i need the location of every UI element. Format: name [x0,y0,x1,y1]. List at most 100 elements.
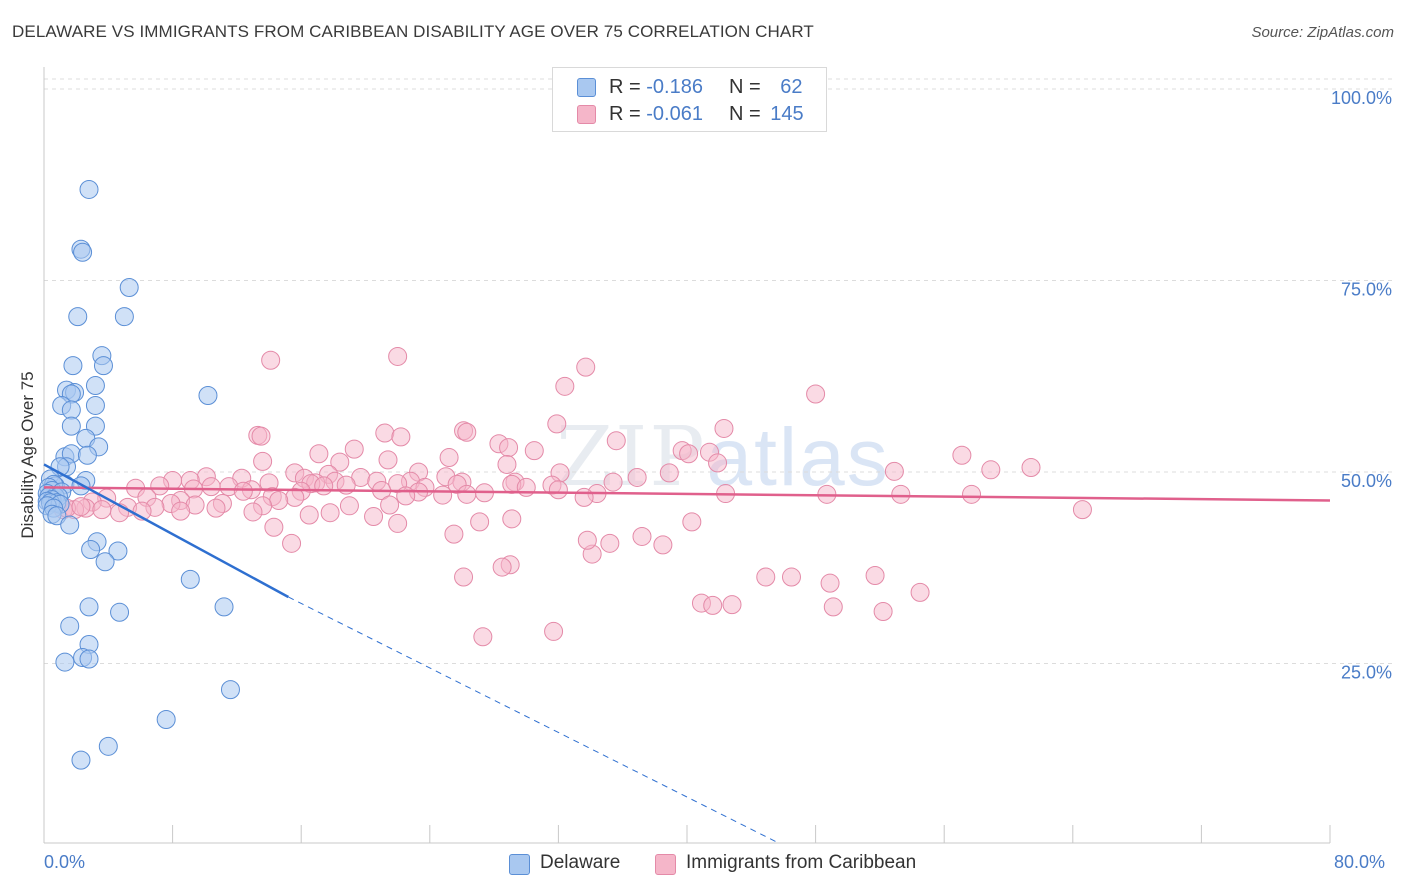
legend-n-value: 62 [780,76,803,98]
caribbean-point [261,350,281,370]
delaware-point [95,552,115,572]
caribbean-point [378,450,398,470]
caribbean-point [891,484,911,504]
delaware-point [68,307,88,327]
caribbean-point [820,573,840,593]
caribbean-point [380,495,400,515]
delaware-point [98,736,118,756]
caribbean-point [396,486,416,506]
delaware-trend-line [43,463,289,599]
chart-title: DELAWARE VS IMMIGRANTS FROM CARIBBEAN DI… [12,22,814,41]
legend-r-delaware: R = -0.186 [609,76,703,99]
x-tick-min: 0.0% [44,852,86,872]
caribbean-point [555,376,575,396]
caribbean-point [388,513,408,533]
caribbean-point [873,602,893,622]
delaware-point [156,710,176,730]
y-tick-label: 75.0% [1341,280,1392,300]
legend-r-caribbean: R = -0.061 [609,103,703,126]
y-tick-label: 50.0% [1341,471,1392,491]
legend-n-delaware: N = 62 [729,76,803,99]
caribbean-point [92,500,112,520]
caribbean-point [722,595,742,615]
delaware-point [220,680,240,700]
caribbean-point [457,422,477,442]
caribbean-point [299,505,319,525]
caribbean-point [339,496,359,516]
delaware-point [85,395,105,415]
caribbean-point [201,477,221,497]
caribbean-point [264,517,284,537]
caribbean-point [251,426,271,446]
caribbean-point [1072,500,1092,520]
caribbean-point [375,423,395,443]
tick-labels: 100.0% 75.0% 50.0% 25.0% [1331,88,1392,683]
delaware-point [85,376,105,396]
grid-layer [44,78,1392,664]
legend-r-value: -0.061 [646,103,703,125]
caribbean-point [233,481,253,501]
stats-legend: R = -0.186 N = 62 R = -0.061 N = 145 [552,67,827,132]
caribbean-point [962,484,982,504]
caribbean-point [682,512,702,532]
delaware-trend-extension [288,596,779,844]
caribbean-point [606,431,626,451]
caribbean-point [243,502,263,522]
caribbean-point [524,441,544,461]
caribbean-point [574,487,594,507]
caribbean-point [910,582,930,602]
bottom-legend-label-delaware: Delaware [540,852,621,873]
delaware-point [61,416,81,436]
y-tick-label: 25.0% [1341,663,1392,683]
legend-n-caribbean: N = 145 [729,103,804,126]
delaware-point [79,649,99,669]
caribbean-point [454,567,474,587]
caribbean-point [320,503,340,523]
source-label: Source: ZipAtlas.com [1251,24,1394,41]
caribbean-point [330,452,350,472]
caribbean-point [576,357,596,377]
caribbean-point [502,509,522,529]
watermark-atlas: atlas [706,412,890,503]
caribbean-point [547,414,567,434]
caribbean-point [314,476,334,496]
delaware-point [79,179,99,199]
caribbean-point [1021,458,1041,478]
delaware-point [180,569,200,589]
caribbean-point [444,524,464,544]
legend-swatch-caribbean [577,105,596,124]
caribbean-point [282,533,302,553]
delaware-point [81,539,101,559]
caribbean-point [548,480,568,500]
caribbean-point [653,535,673,555]
x-tick-max: 80.0% [1334,852,1386,872]
legend-n-label: N = [729,103,761,125]
caribbean-point [473,627,493,647]
caribbean-point [364,507,384,527]
y-tick-label: 100.0% [1331,88,1392,108]
delaware-point [77,445,97,465]
caribbean-point [309,444,329,464]
legend-n-label: N = [729,76,761,98]
delaware-point [93,356,113,376]
caribbean-trend-line [43,486,1331,502]
caribbean-point [269,490,289,510]
caribbean-point [806,384,826,404]
caribbean-point [781,567,801,587]
caribbean-point [391,427,411,447]
legend-r-label: R = [609,103,641,125]
bottom-legend-swatch-delaware [509,854,530,875]
caribbean-point [497,454,517,474]
caribbean-point [600,533,620,553]
caribbean-point [499,438,519,458]
caribbean-point [714,418,734,438]
legend-r-value: -0.186 [646,76,703,98]
y-axis-label: Disability Age Over 75 [18,371,37,539]
delaware-point [71,750,91,770]
delaware-point [60,515,80,535]
caribbean-point [603,472,623,492]
caribbean-point [627,467,647,487]
bottom-legend-label-caribbean: Immigrants from Caribbean [686,852,917,873]
caribbean-point [150,476,170,496]
